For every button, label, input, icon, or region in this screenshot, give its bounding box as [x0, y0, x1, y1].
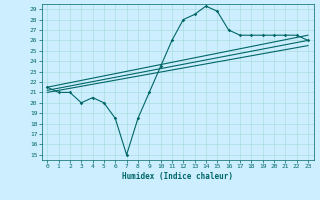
X-axis label: Humidex (Indice chaleur): Humidex (Indice chaleur): [122, 172, 233, 181]
